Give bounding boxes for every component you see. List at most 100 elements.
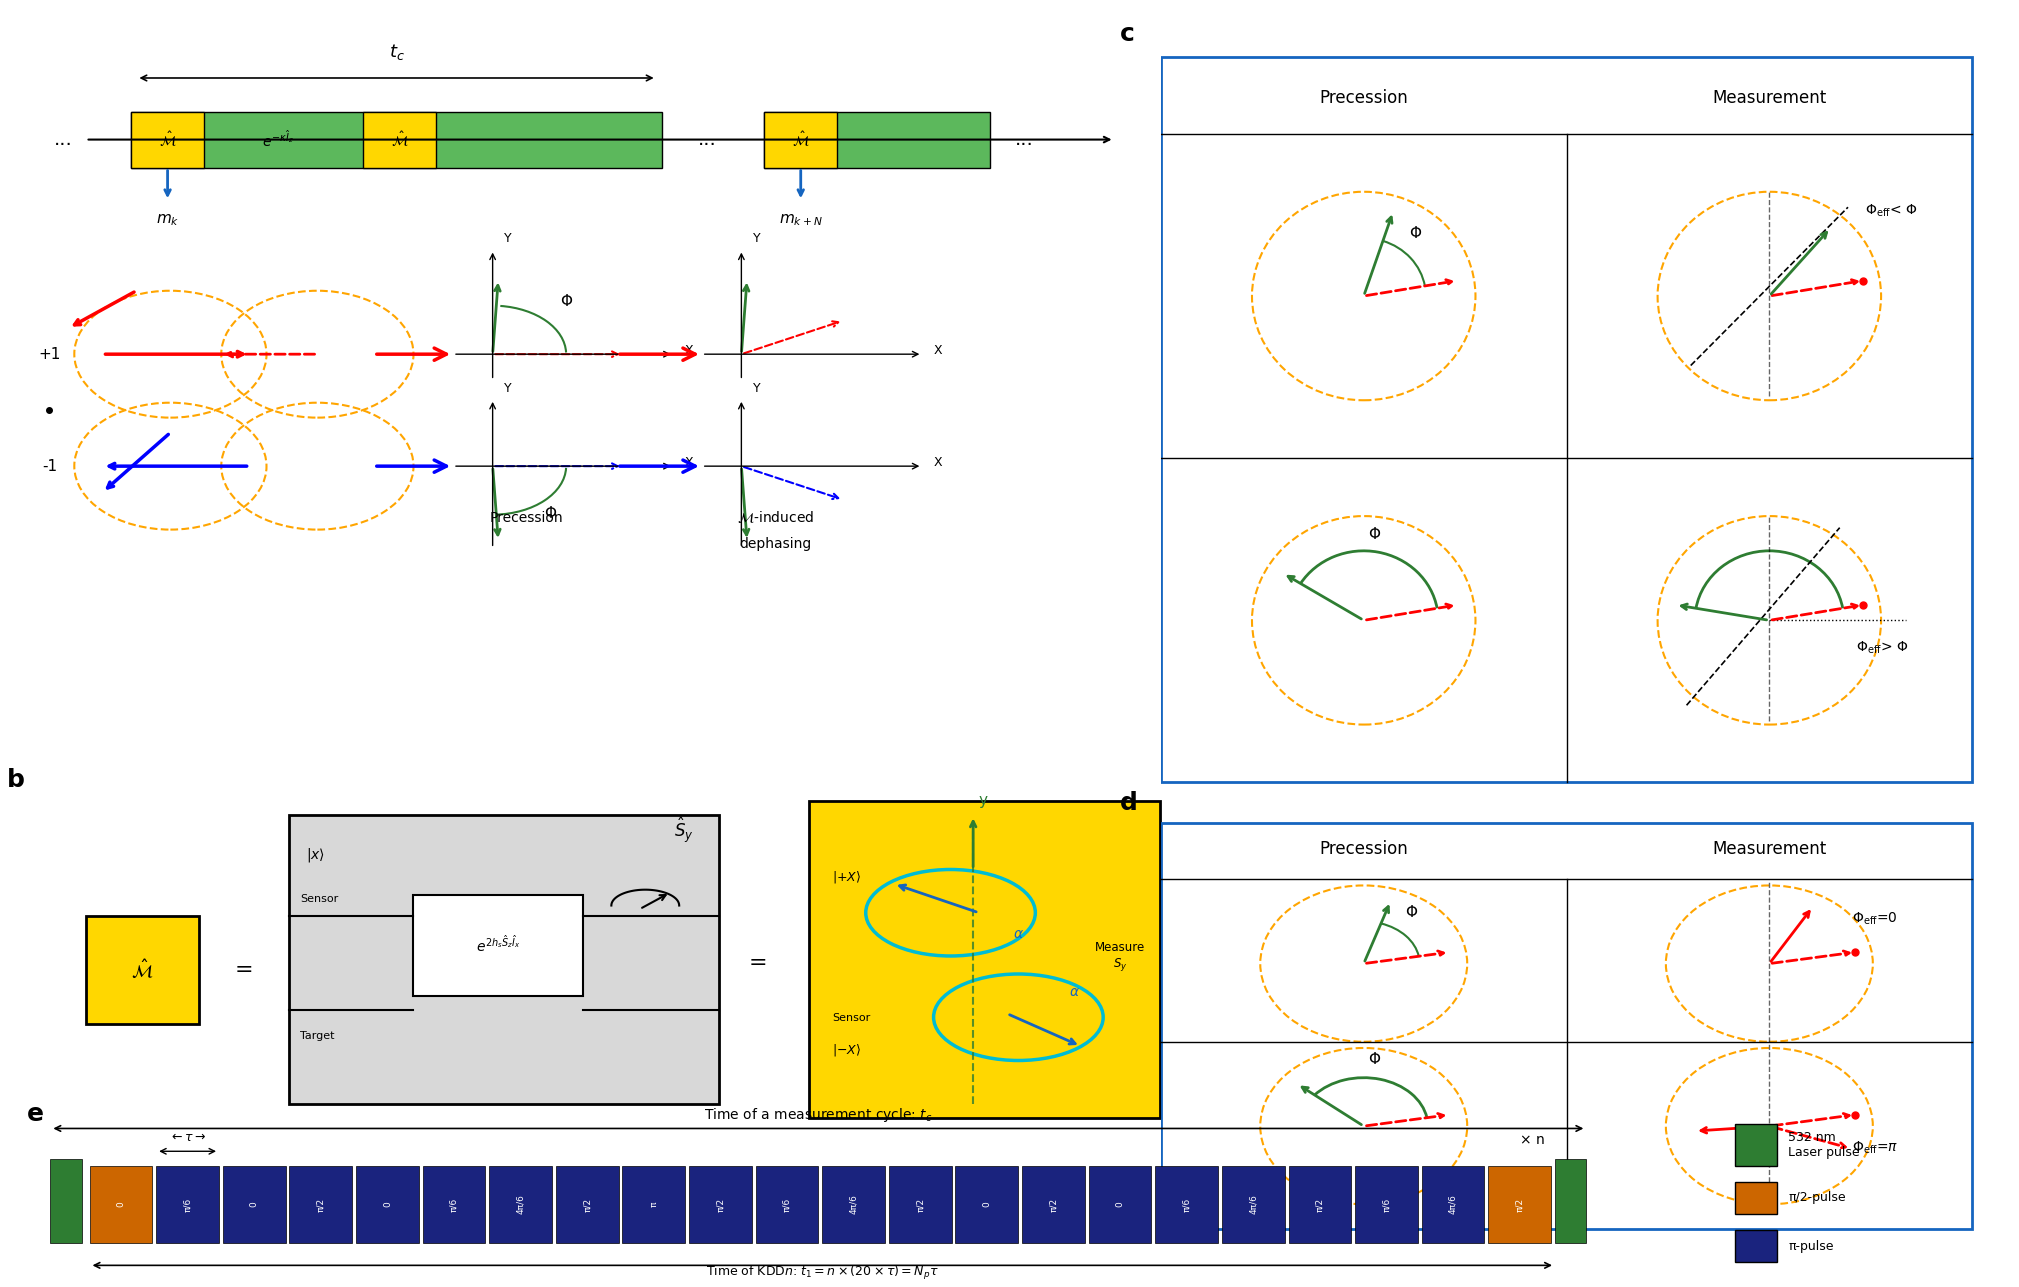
Text: Y: Y: [505, 381, 511, 395]
Text: 4π/6: 4π/6: [1448, 1194, 1458, 1215]
Text: ...: ...: [699, 130, 717, 149]
Text: $m_{k+N}$: $m_{k+N}$: [779, 212, 822, 228]
Text: $\times$ n: $\times$ n: [1518, 1133, 1545, 1147]
Bar: [289, 816, 719, 1104]
Bar: [131, 112, 662, 167]
Bar: [1022, 1166, 1084, 1242]
Text: b: b: [6, 767, 24, 792]
Text: Y: Y: [753, 381, 761, 395]
Text: $\leftarrow \tau \rightarrow$: $\leftarrow \tau \rightarrow$: [170, 1131, 206, 1144]
Text: 0: 0: [117, 1202, 125, 1207]
Text: $e^{-\kappa\hat{I}_z}$: $e^{-\kappa\hat{I}_z}$: [262, 129, 293, 151]
Text: $|x\rangle$: $|x\rangle$: [307, 846, 325, 864]
Text: Precession: Precession: [1318, 840, 1407, 858]
Text: ...: ...: [55, 130, 73, 149]
Text: Target: Target: [301, 1031, 335, 1041]
Text: $\alpha$: $\alpha$: [1070, 985, 1080, 999]
Text: Sensor: Sensor: [832, 1013, 870, 1023]
Text: $\alpha$: $\alpha$: [1014, 927, 1024, 941]
Text: ...: ...: [1016, 130, 1034, 149]
Text: $\Phi_{\rm eff}$< $\Phi$: $\Phi_{\rm eff}$< $\Phi$: [1864, 203, 1916, 219]
Bar: [955, 1166, 1018, 1242]
Text: π/2: π/2: [717, 1197, 725, 1211]
Text: $\Phi_{\rm eff}$=0: $\Phi_{\rm eff}$=0: [1851, 911, 1898, 928]
Text: π/2-pulse: π/2-pulse: [1789, 1192, 1845, 1205]
Bar: [1421, 1166, 1484, 1242]
Text: π-pulse: π-pulse: [1789, 1239, 1833, 1252]
Text: π/2: π/2: [1050, 1197, 1058, 1211]
Text: 0: 0: [250, 1202, 258, 1207]
Text: =: =: [749, 954, 767, 973]
Text: $\hat{\mathcal{M}}$: $\hat{\mathcal{M}}$: [791, 130, 810, 149]
Text: $\Phi$: $\Phi$: [543, 506, 557, 521]
Text: π/2: π/2: [1514, 1197, 1524, 1211]
Text: 532 nm
Laser pulse: 532 nm Laser pulse: [1789, 1130, 1859, 1158]
Text: π/2: π/2: [917, 1197, 925, 1211]
Bar: [85, 916, 198, 1024]
Text: Y: Y: [753, 232, 761, 246]
Text: $\Phi_{\rm eff}$> $\Phi$: $\Phi_{\rm eff}$> $\Phi$: [1855, 640, 1908, 655]
Text: Y: Y: [505, 232, 511, 246]
Text: 0: 0: [384, 1202, 392, 1207]
Text: e: e: [26, 1102, 44, 1126]
Bar: [355, 1166, 418, 1242]
Text: Time of a measurement cycle: $t_c$: Time of a measurement cycle: $t_c$: [705, 1107, 933, 1125]
Text: $\Phi$: $\Phi$: [1369, 1050, 1381, 1067]
Bar: [414, 894, 583, 996]
Text: π/2: π/2: [583, 1197, 592, 1211]
Text: $\Phi_{\rm eff}$=$\pi$: $\Phi_{\rm eff}$=$\pi$: [1851, 1139, 1898, 1156]
Bar: [363, 112, 436, 167]
Text: X: X: [684, 456, 693, 470]
Text: =: =: [234, 960, 252, 981]
Bar: [622, 1166, 684, 1242]
Text: -1: -1: [42, 458, 57, 474]
Text: π/6: π/6: [783, 1197, 791, 1211]
Text: $e^{2h_s\hat{S}_z\hat{I}_x}$: $e^{2h_s\hat{S}_z\hat{I}_x}$: [476, 934, 521, 956]
Text: π/2: π/2: [317, 1197, 325, 1211]
Bar: [1555, 1158, 1587, 1242]
Text: $t_c$: $t_c$: [388, 42, 404, 62]
Bar: [50, 1158, 83, 1242]
Bar: [888, 1166, 951, 1242]
Text: $|{+X}\rangle$: $|{+X}\rangle$: [832, 869, 860, 884]
Text: dephasing: dephasing: [739, 537, 812, 551]
Bar: [1734, 1124, 1777, 1166]
Text: $\hat{S}_y$: $\hat{S}_y$: [674, 815, 693, 846]
Text: $\Phi$: $\Phi$: [1409, 225, 1423, 241]
Bar: [1288, 1166, 1351, 1242]
Bar: [1734, 1230, 1777, 1261]
Bar: [763, 112, 838, 167]
Text: 0: 0: [1117, 1202, 1125, 1207]
Text: π/6: π/6: [1381, 1197, 1391, 1211]
Bar: [422, 1166, 485, 1242]
Text: Measure
$S_y$: Measure $S_y$: [1094, 941, 1145, 973]
Text: $\Phi$: $\Phi$: [561, 292, 573, 309]
Bar: [89, 1166, 151, 1242]
Bar: [755, 1166, 818, 1242]
Text: c: c: [1119, 22, 1135, 46]
Text: Measurement: Measurement: [1712, 840, 1827, 858]
Bar: [1155, 1166, 1217, 1242]
Bar: [1088, 1166, 1151, 1242]
Bar: [1221, 1166, 1284, 1242]
Text: 4π/6: 4π/6: [1248, 1194, 1258, 1215]
Text: π: π: [650, 1202, 658, 1207]
Bar: [1488, 1166, 1551, 1242]
Text: $m_k$: $m_k$: [155, 212, 180, 228]
Text: π/6: π/6: [1183, 1197, 1191, 1211]
Text: Measurement: Measurement: [1712, 89, 1827, 107]
Text: y: y: [979, 793, 987, 808]
Bar: [1734, 1183, 1777, 1214]
Text: Sensor: Sensor: [301, 894, 339, 903]
Text: $\hat{\mathcal{M}}$: $\hat{\mathcal{M}}$: [131, 959, 153, 982]
Text: Precession: Precession: [1318, 89, 1407, 107]
Text: X: X: [933, 344, 943, 358]
Text: π/6: π/6: [450, 1197, 458, 1211]
Bar: [489, 1166, 551, 1242]
Text: π/6: π/6: [184, 1197, 192, 1211]
Text: $\hat{\mathcal{M}}$: $\hat{\mathcal{M}}$: [160, 130, 176, 149]
Text: 4π/6: 4π/6: [850, 1194, 858, 1215]
Bar: [555, 1166, 618, 1242]
Text: X: X: [684, 344, 693, 358]
Text: Time of KDD$n$: $t_1 = n \times (20 \times \tau) = N_p\tau$: Time of KDD$n$: $t_1 = n \times (20 \tim…: [707, 1264, 939, 1282]
